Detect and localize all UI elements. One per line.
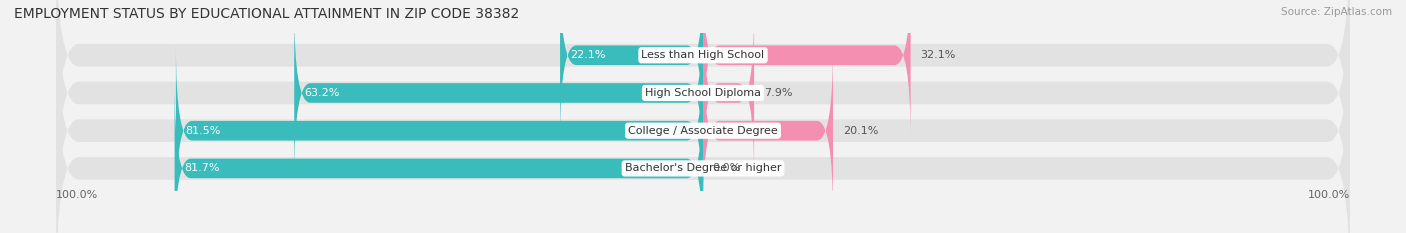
FancyBboxPatch shape <box>560 0 703 140</box>
Text: 7.9%: 7.9% <box>763 88 793 98</box>
FancyBboxPatch shape <box>174 84 703 233</box>
Text: EMPLOYMENT STATUS BY EDUCATIONAL ATTAINMENT IN ZIP CODE 38382: EMPLOYMENT STATUS BY EDUCATIONAL ATTAINM… <box>14 7 519 21</box>
Text: 81.5%: 81.5% <box>186 126 221 136</box>
Text: Bachelor's Degree or higher: Bachelor's Degree or higher <box>624 163 782 173</box>
FancyBboxPatch shape <box>176 46 703 215</box>
Text: Less than High School: Less than High School <box>641 50 765 60</box>
Text: College / Associate Degree: College / Associate Degree <box>628 126 778 136</box>
Text: High School Diploma: High School Diploma <box>645 88 761 98</box>
Text: 63.2%: 63.2% <box>304 88 339 98</box>
Text: 32.1%: 32.1% <box>921 50 956 60</box>
Text: 100.0%: 100.0% <box>1308 190 1350 200</box>
Text: 20.1%: 20.1% <box>842 126 879 136</box>
FancyBboxPatch shape <box>703 46 832 215</box>
FancyBboxPatch shape <box>294 8 703 178</box>
Text: 81.7%: 81.7% <box>184 163 219 173</box>
Text: 100.0%: 100.0% <box>56 190 98 200</box>
FancyBboxPatch shape <box>703 8 754 178</box>
Text: 22.1%: 22.1% <box>569 50 605 60</box>
FancyBboxPatch shape <box>56 0 1350 214</box>
Text: Source: ZipAtlas.com: Source: ZipAtlas.com <box>1281 7 1392 17</box>
FancyBboxPatch shape <box>56 48 1350 233</box>
FancyBboxPatch shape <box>56 0 1350 176</box>
FancyBboxPatch shape <box>703 0 911 140</box>
FancyBboxPatch shape <box>56 10 1350 233</box>
Text: 0.0%: 0.0% <box>713 163 741 173</box>
